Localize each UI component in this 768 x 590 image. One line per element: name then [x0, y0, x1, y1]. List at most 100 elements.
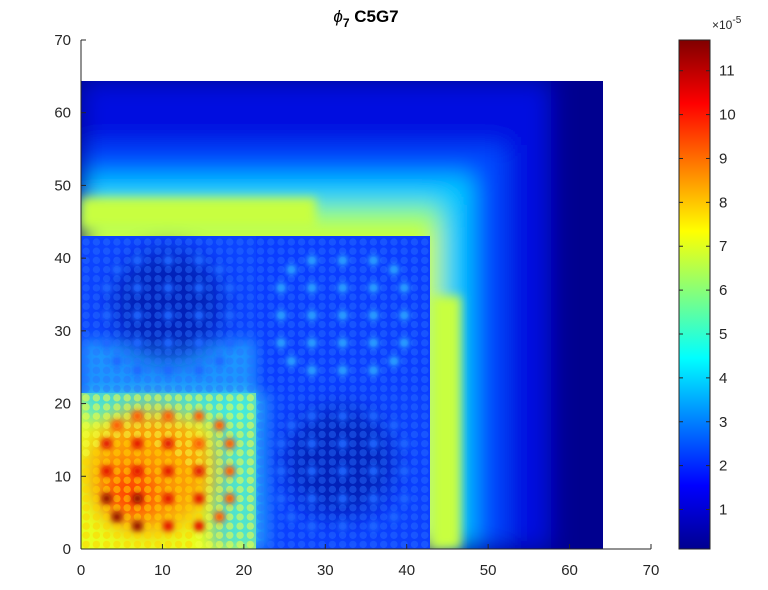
fuel-pin	[256, 485, 265, 494]
fuel-pin	[308, 394, 316, 402]
fuel-pin	[205, 540, 213, 549]
fuel-pin	[174, 366, 183, 375]
fuel-pin	[421, 504, 429, 512]
fuel-pin	[318, 513, 326, 521]
fuel-pin	[349, 238, 357, 246]
fuel-pin	[369, 430, 378, 439]
fuel-pin	[308, 357, 316, 365]
fuel-pin	[246, 302, 254, 310]
fuel-pin	[143, 311, 152, 320]
fuel-pin	[328, 311, 337, 320]
fuel-pin	[102, 275, 111, 283]
guide-tube-cell	[368, 439, 379, 449]
guide-tube-cell	[214, 264, 225, 275]
fuel-pin	[421, 485, 429, 494]
fuel-pin	[400, 329, 408, 338]
fuel-pin	[349, 247, 357, 255]
fuel-pin	[133, 476, 142, 484]
fuel-pin	[92, 485, 101, 494]
fuel-pin	[390, 430, 398, 439]
fuel-pin	[113, 531, 121, 539]
fuel-pin	[215, 540, 224, 549]
fuel-pin	[92, 256, 101, 265]
fuel-pin	[287, 476, 296, 484]
fuel-pin	[185, 284, 193, 292]
fuel-pin	[185, 403, 193, 411]
fuel-pin	[410, 265, 419, 274]
title-text: C5G7	[350, 7, 399, 26]
fuel-pin	[410, 403, 419, 411]
fuel-pin	[113, 430, 121, 439]
fuel-pin	[236, 275, 244, 283]
fuel-pin	[174, 284, 183, 292]
fuel-pin	[297, 293, 306, 301]
guide-tube-cell	[163, 439, 173, 449]
fuel-pin	[92, 293, 101, 301]
fuel-pin	[369, 302, 378, 310]
fuel-pin	[143, 412, 152, 420]
fuel-pin	[123, 458, 131, 466]
fuel-pin	[410, 421, 419, 430]
fuel-pin	[195, 513, 203, 521]
fuel-pin	[410, 275, 419, 283]
fuel-pin	[256, 439, 265, 448]
guide-tube-cell	[225, 283, 235, 293]
fuel-pin	[410, 284, 419, 292]
fuel-pin	[205, 513, 213, 521]
fuel-pin	[328, 384, 337, 393]
guide-tube-cell	[132, 411, 143, 421]
fuel-pin	[297, 247, 306, 255]
fuel-pin	[400, 302, 408, 310]
fuel-pin	[113, 449, 121, 457]
fuel-pin	[267, 384, 275, 393]
fuel-pin	[297, 284, 306, 292]
fuel-pin	[143, 430, 152, 439]
fuel-pin	[215, 467, 224, 475]
fuel-pin	[277, 513, 285, 521]
fuel-pin	[256, 458, 265, 466]
fuel-pin	[349, 384, 357, 393]
fuel-pin	[154, 494, 162, 503]
fuel-pin	[143, 375, 152, 384]
fuel-pin	[226, 476, 234, 484]
fuel-pin	[379, 394, 388, 402]
fuel-pin	[205, 430, 213, 439]
fuel-pin	[256, 329, 265, 338]
fuel-pin	[359, 366, 367, 375]
fuel-pin	[154, 458, 162, 466]
fuel-pin	[133, 238, 142, 246]
fuel-pin	[328, 439, 337, 448]
fuel-pin	[297, 302, 306, 310]
fuel-pin	[164, 375, 172, 384]
fuel-pin	[226, 265, 234, 274]
fuel-pin	[410, 366, 419, 375]
colorbar-tick-label: 5	[719, 326, 727, 343]
fuel-pin	[164, 430, 172, 439]
fuel-pin	[164, 247, 172, 255]
fuel-pin	[185, 439, 193, 448]
fuel-pin	[318, 449, 326, 457]
guide-tube-cell	[132, 255, 143, 266]
colorbar-exponent-power: -5	[732, 15, 741, 26]
fuel-pin	[154, 522, 162, 530]
fuel-pin	[143, 256, 152, 265]
fuel-pin	[123, 467, 131, 475]
fuel-pin	[164, 275, 172, 283]
fuel-pin	[400, 247, 408, 255]
fuel-pin	[226, 238, 234, 246]
fuel-pin	[400, 421, 408, 430]
fuel-pin	[185, 275, 193, 283]
fuel-pin	[174, 357, 183, 365]
fuel-pin	[359, 265, 367, 274]
fuel-pin	[92, 394, 101, 402]
colorbar-tick-label: 7	[719, 238, 727, 255]
fuel-pin	[256, 504, 265, 512]
fuel-pin	[123, 421, 131, 430]
fuel-pin	[143, 504, 152, 512]
guide-tube-cell	[132, 439, 143, 449]
fuel-pin	[277, 348, 285, 356]
fuel-pin	[390, 522, 398, 530]
fuel-pin	[338, 357, 347, 365]
fuel-pin	[297, 476, 306, 484]
fuel-pin	[349, 265, 357, 274]
